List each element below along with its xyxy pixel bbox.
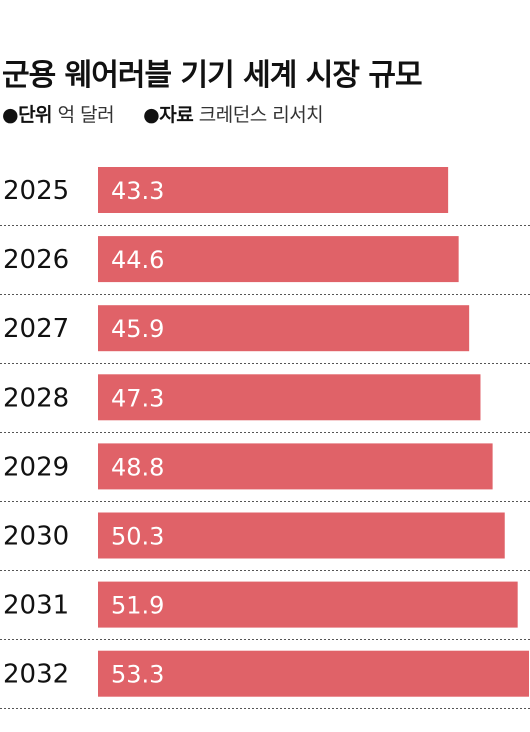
bar-2027 <box>98 305 470 352</box>
category-label-2030: 2030 <box>3 522 69 552</box>
category-label-2027: 2027 <box>3 314 69 344</box>
category-label-2028: 2028 <box>3 383 69 413</box>
unit-value: 억 달러 <box>57 104 115 126</box>
value-label-2025: 43.3 <box>111 177 164 205</box>
value-label-2032: 53.3 <box>111 661 164 689</box>
category-label-2025: 2025 <box>3 176 69 206</box>
bar-2030 <box>98 512 505 559</box>
value-label-2029: 48.8 <box>111 453 164 481</box>
value-label-2031: 51.9 <box>111 592 164 620</box>
category-label-2026: 2026 <box>3 245 69 275</box>
value-label-2028: 47.3 <box>111 384 164 412</box>
category-label-2032: 2032 <box>3 660 69 690</box>
bar-2029 <box>98 443 493 490</box>
value-label-2027: 45.9 <box>111 315 164 343</box>
category-label-2031: 2031 <box>3 591 69 621</box>
bar-2025 <box>98 167 449 213</box>
value-label-2030: 50.3 <box>111 523 164 551</box>
source-value: 크레던스 리서치 <box>198 104 324 126</box>
category-label-2029: 2029 <box>3 452 69 482</box>
bar-2028 <box>98 374 481 421</box>
source-key: ●자료 <box>143 104 194 126</box>
chart-meta: ●단위 억 달러 ●자료 크레던스 리서치 <box>2 100 324 127</box>
bar-2026 <box>98 236 459 283</box>
chart-title: 군용 웨어러블 기기 세계 시장 규모 <box>2 58 423 93</box>
bar-2031 <box>98 581 518 628</box>
bar-2032 <box>98 650 529 697</box>
unit-key: ●단위 <box>2 104 53 126</box>
value-label-2026: 44.6 <box>111 246 164 274</box>
